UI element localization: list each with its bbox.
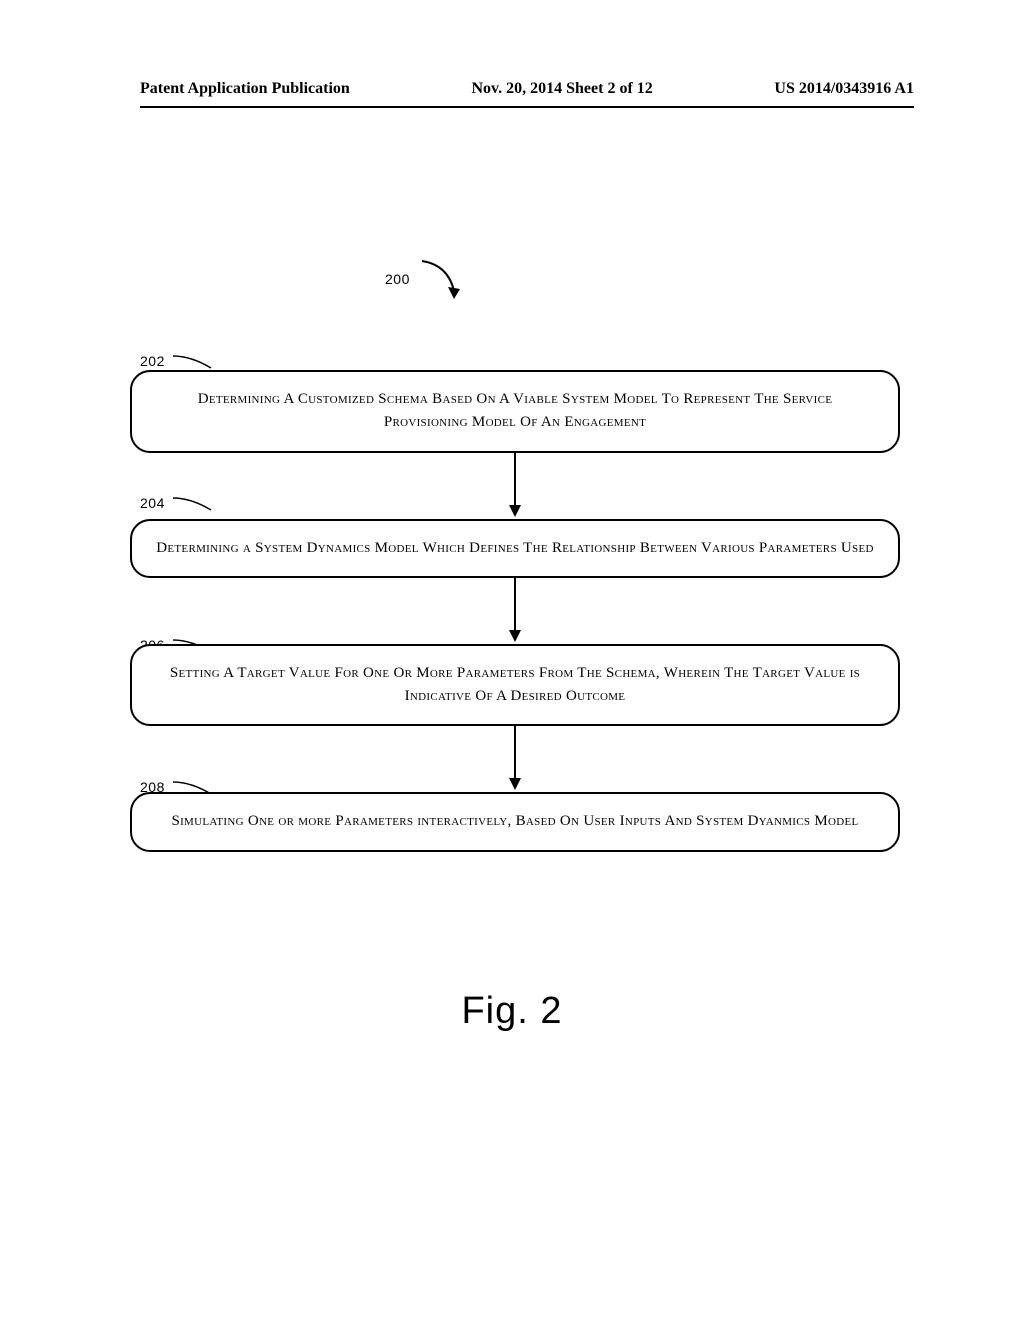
lead-line-icon xyxy=(171,352,213,370)
figure-caption: Fig. 2 xyxy=(0,990,1024,1033)
step-box-202: Determining A Customized Schema Based On… xyxy=(130,370,900,453)
connector-3 xyxy=(130,726,900,792)
header-left: Patent Application Publication xyxy=(140,80,350,98)
header-center: Nov. 20, 2014 Sheet 2 of 12 xyxy=(471,80,652,98)
step-text-208: Simulating One or more Parameters intera… xyxy=(171,813,858,829)
arrow-down-icon xyxy=(505,726,525,792)
step-box-208: Simulating One or more Parameters intera… xyxy=(130,792,900,851)
step-text-206: Setting A Target Value For One Or More P… xyxy=(170,665,860,704)
figure-ref-200: 200 xyxy=(385,255,463,303)
arrow-down-icon xyxy=(505,453,525,519)
header-right: US 2014/0343916 A1 xyxy=(774,80,914,98)
step-text-204: Determining a System Dynamics Model Whic… xyxy=(156,540,873,556)
step-text-202: Determining A Customized Schema Based On… xyxy=(198,391,833,430)
connector-1 xyxy=(130,453,900,519)
step-box-206: Setting A Target Value For One Or More P… xyxy=(130,644,900,727)
page-container: Patent Application Publication Nov. 20, … xyxy=(0,0,1024,1320)
patent-header: Patent Application Publication Nov. 20, … xyxy=(140,80,914,108)
step-label-202-text: 202 xyxy=(140,353,165,369)
figure-ref-label: 200 xyxy=(385,271,410,287)
step-box-204: Determining a System Dynamics Model Whic… xyxy=(130,519,900,578)
flowchart-area: Determining A Customized Schema Based On… xyxy=(130,370,900,852)
step-label-202: 202 xyxy=(140,352,213,370)
connector-2 xyxy=(130,578,900,644)
curved-arrow-icon xyxy=(418,255,463,303)
arrow-down-icon xyxy=(505,578,525,644)
